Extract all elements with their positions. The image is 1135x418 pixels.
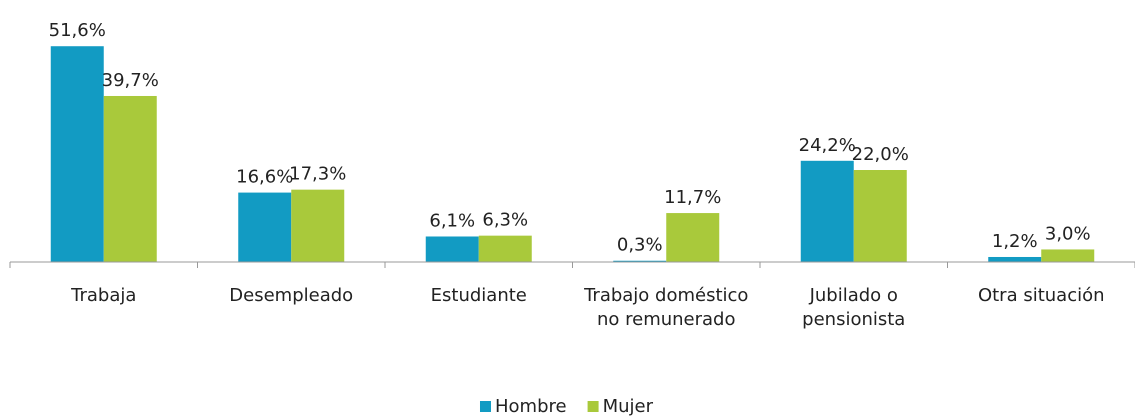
value-label: 39,7% bbox=[102, 70, 159, 91]
x-tick-label: Desempleado bbox=[229, 285, 354, 306]
value-label: 16,6% bbox=[236, 167, 293, 188]
value-label: 6,1% bbox=[429, 210, 475, 231]
value-label: 17,3% bbox=[289, 164, 346, 185]
value-label: 6,3% bbox=[482, 210, 528, 231]
x-tick-label: Estudiante bbox=[430, 285, 527, 306]
x-tick-label: Otra situación bbox=[977, 285, 1105, 306]
x-tick-label: Jubilado o pensionista bbox=[802, 285, 906, 330]
bar bbox=[291, 189, 345, 262]
legend-swatch bbox=[587, 401, 599, 412]
bar bbox=[853, 170, 907, 262]
bar bbox=[613, 260, 667, 262]
legend-swatch bbox=[479, 401, 491, 412]
bar bbox=[988, 256, 1042, 262]
value-label: 3,0% bbox=[1045, 223, 1091, 244]
bar bbox=[50, 46, 104, 262]
x-tick-label: Trabaja bbox=[71, 285, 137, 306]
value-label: 11,7% bbox=[664, 187, 721, 208]
bar bbox=[1041, 249, 1095, 262]
bar bbox=[425, 236, 479, 262]
bar bbox=[238, 192, 292, 262]
value-label: 24,2% bbox=[799, 135, 856, 156]
legend-label: Hombre bbox=[495, 396, 567, 417]
legend-label: Mujer bbox=[603, 396, 654, 417]
bar bbox=[800, 160, 854, 262]
value-label: 1,2% bbox=[992, 231, 1038, 252]
bar bbox=[103, 95, 157, 263]
bar bbox=[666, 213, 720, 262]
bar bbox=[478, 235, 532, 262]
value-label: 51,6% bbox=[49, 20, 106, 41]
value-label: 22,0% bbox=[852, 144, 909, 165]
value-label: 0,3% bbox=[617, 235, 663, 256]
x-tick-label: Trabajo doméstico no remunerado bbox=[584, 285, 749, 330]
